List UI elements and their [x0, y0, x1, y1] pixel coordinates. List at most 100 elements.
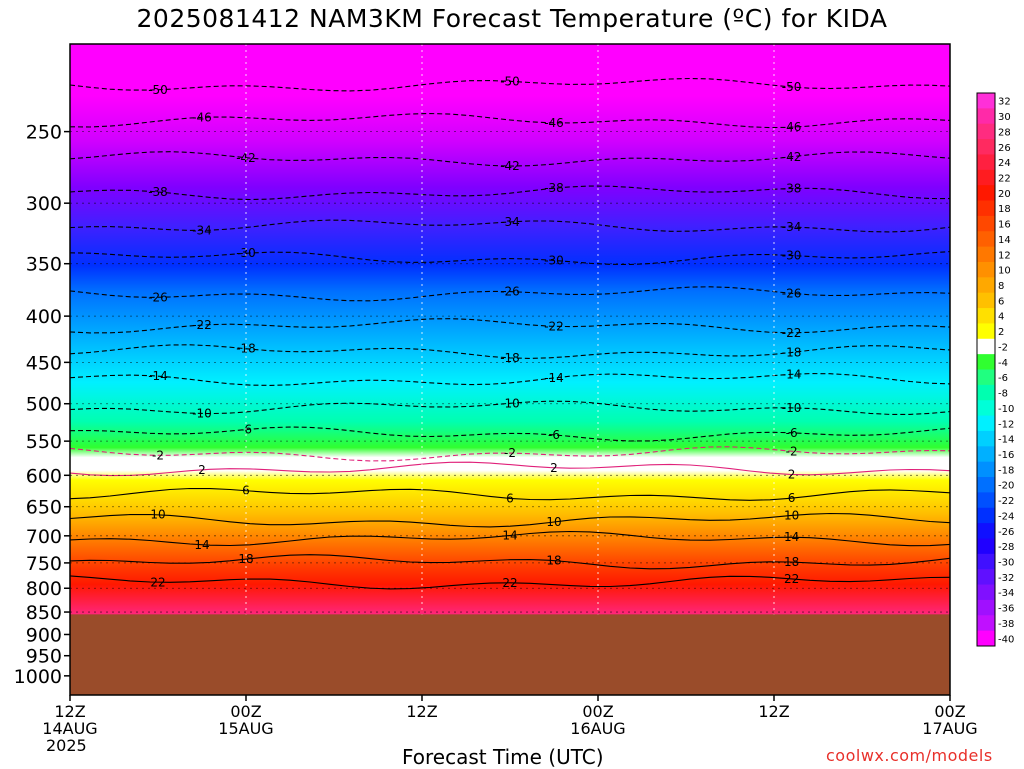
colorbar-swatch — [977, 308, 995, 324]
colorbar-swatch — [977, 430, 995, 447]
isotherm-line — [70, 251, 950, 266]
colorbar-swatch — [977, 185, 995, 202]
colorbar-swatch — [977, 615, 995, 632]
source-credit[interactable]: coolwx.com/models — [826, 746, 993, 765]
y-tick-label: 950 — [26, 646, 62, 668]
isotherm-label: -10 — [192, 406, 212, 420]
isotherm-line — [70, 575, 950, 590]
x-tick-label: 14AUG — [42, 719, 97, 738]
colorbar-label: 12 — [998, 250, 1011, 261]
x-tick-label: 00Z — [934, 702, 965, 721]
colorbar-label: -38 — [998, 619, 1014, 630]
colorbar-label: -26 — [998, 527, 1014, 538]
isotherm-line — [70, 512, 950, 528]
colorbar-swatch — [977, 108, 995, 125]
isotherm-label: -46 — [544, 116, 564, 130]
colorbar-label: 10 — [998, 266, 1011, 277]
colorbar-swatch — [977, 369, 995, 386]
isotherm-label: 10 — [150, 508, 165, 522]
colorbar-label: -40 — [998, 634, 1014, 645]
isotherm-label: -30 — [544, 253, 564, 267]
colorbar-label: -28 — [998, 542, 1014, 553]
colorbar-label: -20 — [998, 481, 1014, 492]
colorbar-swatch — [977, 461, 995, 478]
isotherm-label: -26 — [148, 290, 168, 304]
colorbar-label: 30 — [998, 112, 1011, 123]
colorbar-label: 8 — [998, 281, 1004, 292]
colorbar-swatch — [977, 354, 995, 370]
plot-area: -50 -50 -50 -46 -46 -46 -42 -42 -42 -38 -38 -38 -34 -… — [70, 44, 950, 695]
isotherm-label: -34 — [500, 215, 520, 229]
x-tick-label: 00Z — [582, 702, 613, 721]
colorbar-label: -8 — [998, 389, 1008, 400]
colorbar-label: -4 — [998, 358, 1008, 369]
isotherm-label: -22 — [544, 319, 564, 333]
colorbar-swatch — [977, 492, 995, 509]
colorbar-label: -12 — [998, 419, 1014, 430]
isotherm-line — [70, 219, 950, 233]
isotherm-label: 18 — [238, 552, 253, 566]
colorbar-swatch — [977, 200, 995, 217]
isotherm-line — [70, 530, 950, 547]
colorbar-label: 6 — [998, 296, 1004, 307]
colorbar-label: -14 — [998, 435, 1014, 446]
isotherm-label: -38 — [148, 185, 168, 199]
isotherm-line — [70, 400, 950, 415]
ground-below-surface — [70, 614, 950, 695]
colorbar-label: -6 — [998, 373, 1008, 384]
isotherm-label: -38 — [782, 181, 802, 195]
isotherm-label: 22 — [502, 576, 517, 590]
temperature-field — [70, 44, 950, 695]
isotherm-label: 18 — [546, 554, 561, 568]
y-tick-label: 450 — [26, 352, 62, 374]
x-tick-label: 16AUG — [570, 719, 625, 738]
y-tick-label: 850 — [26, 602, 62, 624]
y-tick-label: 700 — [26, 526, 62, 548]
isotherm-label: 2 — [198, 463, 206, 477]
isotherm-label: -38 — [544, 181, 564, 195]
colorbar-swatch — [977, 630, 995, 647]
colorbar-swatch — [977, 553, 995, 570]
isotherm-line — [70, 112, 950, 129]
isotherm-label: -46 — [782, 120, 802, 134]
isotherm-label: -2 — [504, 446, 516, 460]
colorbar-label: 14 — [998, 235, 1011, 246]
colorbar-swatch — [977, 261, 995, 278]
colorbar-swatch — [977, 277, 995, 294]
isotherm-label: -30 — [236, 246, 256, 260]
y-tick-label: 800 — [26, 578, 62, 600]
isotherm-label: 14 — [502, 528, 517, 542]
y-tick-label: 750 — [26, 553, 62, 575]
isotherm-line — [70, 318, 950, 334]
x-tick-label: 12Z — [54, 702, 85, 721]
colorbar-label: 2 — [998, 327, 1004, 338]
chart-title: 2025081412 NAM3KM Forecast Temperature (… — [136, 4, 888, 33]
isotherm-line — [70, 344, 950, 359]
y-tick-label: 600 — [26, 465, 62, 487]
colorbar-label: -16 — [998, 450, 1014, 461]
colorbar-swatch — [977, 446, 995, 463]
isotherm-line — [70, 426, 950, 442]
isotherm-label: -50 — [782, 80, 802, 94]
colorbar-swatch — [977, 154, 995, 171]
colorbar-label: 20 — [998, 189, 1011, 200]
colorbar-label: -10 — [998, 404, 1014, 415]
isotherm-line — [70, 487, 950, 501]
y-tick-label: 400 — [26, 306, 62, 328]
isotherm-label: -18 — [782, 346, 802, 360]
y-tick-label: 550 — [26, 431, 62, 453]
isotherm-line — [70, 151, 950, 167]
colorbar-label: -32 — [998, 573, 1014, 584]
isotherm-label: -18 — [500, 351, 520, 365]
y-tick-label: 1000 — [14, 666, 62, 688]
isotherm-label: -34 — [192, 223, 212, 237]
y-tick-label: 650 — [26, 497, 62, 519]
colorbar-frame — [976, 92, 996, 647]
isotherm-label: -26 — [782, 286, 802, 300]
colorbar-swatch — [977, 477, 995, 493]
colorbar-swatch — [977, 584, 995, 601]
isotherm-label: -10 — [500, 396, 520, 410]
isotherm-label: 6 — [506, 491, 514, 505]
colorbar-swatch — [977, 523, 995, 539]
x-tick-label: 12Z — [758, 702, 789, 721]
